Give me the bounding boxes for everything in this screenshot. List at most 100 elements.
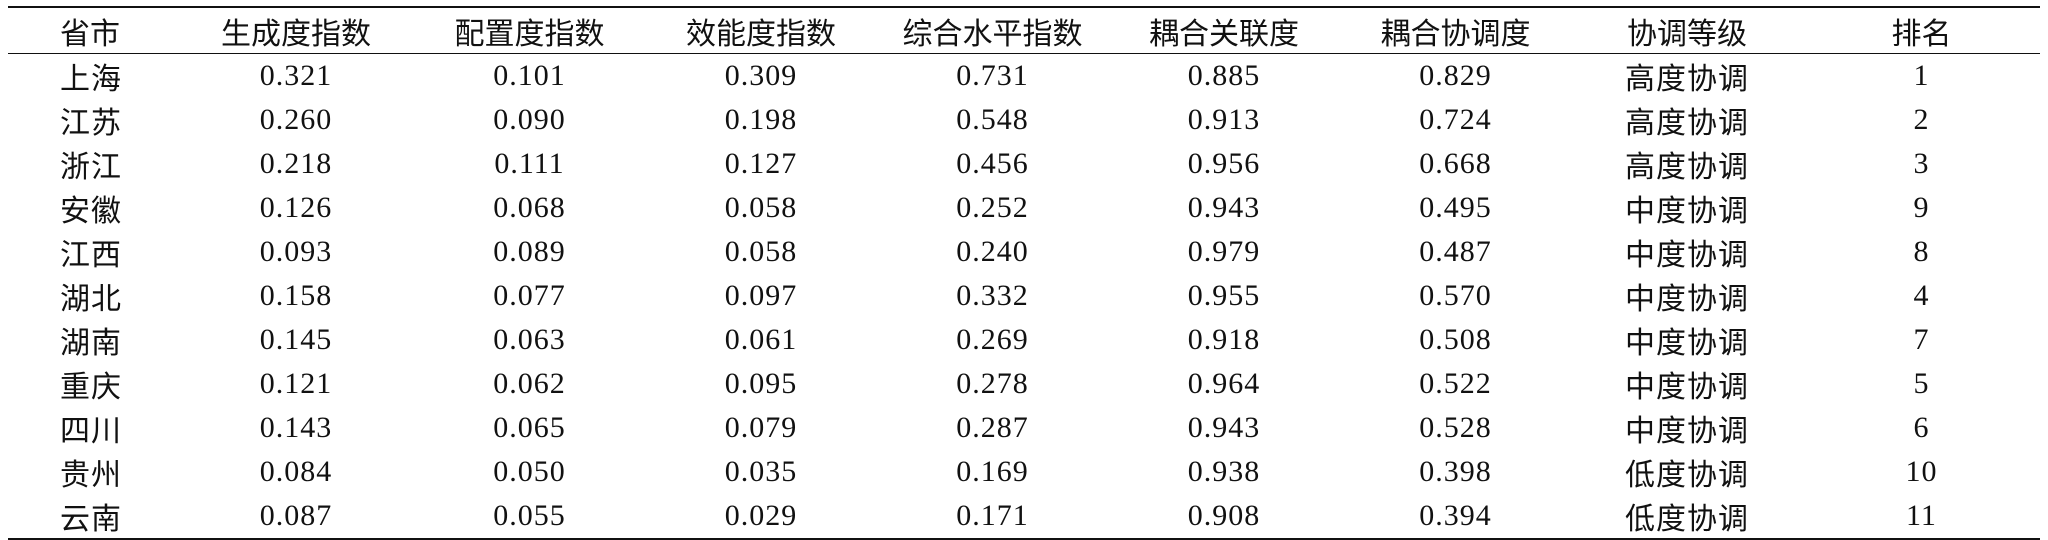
table-cell: 0.068 bbox=[493, 191, 566, 224]
table-cell: 0.169 bbox=[956, 455, 1029, 488]
table-cell: 0.101 bbox=[493, 59, 566, 92]
table-cell: 0.829 bbox=[1419, 59, 1492, 92]
table-cell: 0.111 bbox=[494, 147, 565, 180]
table-cell: 低度协调 bbox=[1625, 459, 1749, 492]
table-cell: 0.097 bbox=[724, 279, 798, 312]
table-cell: 0.252 bbox=[956, 191, 1029, 224]
table-cell: 0.084 bbox=[259, 455, 333, 488]
table-cell: 0.029 bbox=[645, 494, 877, 540]
table-cell: 0.731 bbox=[956, 59, 1029, 92]
table-cell: 0.522 bbox=[1419, 367, 1492, 400]
table-cell: 0.090 bbox=[493, 103, 566, 136]
table-cell: 0.171 bbox=[877, 494, 1108, 540]
table-cell: 0.278 bbox=[956, 367, 1029, 400]
table-cell: 0.956 bbox=[1187, 147, 1261, 180]
table-cell: 0.964 bbox=[1187, 367, 1261, 400]
table-cell: 0.089 bbox=[493, 235, 566, 268]
table-cell: 7 bbox=[1913, 323, 1930, 356]
table-cell: 0.062 bbox=[493, 367, 566, 400]
header-row: 省市 生成度指数 配置度指数 效能度指数 综合水平指数 耦合关联度 耦合协调度 协调等级 排名 bbox=[8, 6, 2040, 54]
table-cell: 1 bbox=[1913, 59, 1930, 92]
table-cell: 0.955 bbox=[1187, 279, 1261, 312]
table-cell: 0.093 bbox=[259, 235, 333, 268]
header-cell: 协调等级 bbox=[1571, 6, 1803, 54]
table-cell: 0.050 bbox=[493, 455, 566, 488]
table-cell: 四川 bbox=[60, 415, 122, 448]
header-cell: 生成度指数 bbox=[178, 6, 414, 54]
table-cell: 10 bbox=[1905, 455, 1938, 488]
table-cell: 上海 bbox=[60, 63, 122, 96]
table-cell: 0.885 bbox=[1187, 59, 1261, 92]
table-row: 上海 0.321 0.101 0.309 0.731 0.885 0.829 高度协调 1 bbox=[8, 54, 2040, 99]
table-cell: 9 bbox=[1913, 191, 1930, 224]
table-cell: 0.508 bbox=[1419, 323, 1492, 356]
header-cell: 耦合协调度 bbox=[1340, 6, 1571, 54]
page: {"table": { "header": ["省市", "生成度指数", "配… bbox=[8, 6, 2040, 540]
table-cell: 0.487 bbox=[1419, 235, 1492, 268]
table-cell: 湖北 bbox=[60, 283, 122, 316]
table-cell: 中度协调 bbox=[1625, 371, 1749, 404]
table-cell: 0.528 bbox=[1419, 411, 1492, 444]
table-cell: 0.079 bbox=[724, 411, 798, 444]
table-cell: 0.077 bbox=[493, 279, 566, 312]
table-cell: 0.398 bbox=[1419, 455, 1492, 488]
table-cell: 0.321 bbox=[259, 59, 333, 92]
table-cell: 0.055 bbox=[414, 494, 645, 540]
header-cell: 配置度指数 bbox=[414, 6, 645, 54]
table-cell: 0.908 bbox=[1108, 494, 1340, 540]
table-cell: 0.058 bbox=[724, 235, 798, 268]
table-row: 贵州 0.084 0.050 0.035 0.169 0.938 0.398 低度协调 10 bbox=[8, 450, 2040, 494]
table-cell: 0.495 bbox=[1419, 191, 1492, 224]
table-row: 安徽 0.126 0.068 0.058 0.252 0.943 0.495 中度协调 9 bbox=[8, 186, 2040, 230]
table-cell: 低度协调 bbox=[1571, 494, 1803, 540]
table-cell: 0.145 bbox=[259, 323, 333, 356]
table-cell: 安徽 bbox=[60, 195, 122, 228]
table-cell: 0.287 bbox=[956, 411, 1029, 444]
table-cell: 0.938 bbox=[1187, 455, 1261, 488]
table-cell: 0.126 bbox=[259, 191, 333, 224]
table-cell: 0.035 bbox=[724, 455, 798, 488]
table-cell: 0.058 bbox=[724, 191, 798, 224]
table-row: 重庆 0.121 0.062 0.095 0.278 0.964 0.522 中度协调 5 bbox=[8, 362, 2040, 406]
table-cell: 云南 bbox=[8, 494, 178, 540]
table-cell: 0.979 bbox=[1187, 235, 1261, 268]
table-cell: 0.570 bbox=[1419, 279, 1492, 312]
table-cell: 0.218 bbox=[259, 147, 333, 180]
table-cell: 0.095 bbox=[724, 367, 798, 400]
table-row: 四川 0.143 0.065 0.079 0.287 0.943 0.528 中度协调 6 bbox=[8, 406, 2040, 450]
table: 省市 生成度指数 配置度指数 效能度指数 综合水平指数 耦合关联度 耦合协调度 协调等级 排名 … bbox=[8, 6, 2040, 540]
table-cell: 0.143 bbox=[259, 411, 333, 444]
table-cell: 0.724 bbox=[1419, 103, 1492, 136]
table-cell: 0.668 bbox=[1419, 147, 1492, 180]
table-cell: 中度协调 bbox=[1625, 415, 1749, 448]
header-cell: 效能度指数 bbox=[645, 6, 877, 54]
table-cell: 8 bbox=[1913, 235, 1930, 268]
table-cell: 0.943 bbox=[1187, 191, 1261, 224]
table-cell: 0.061 bbox=[724, 323, 798, 356]
table-cell: 0.240 bbox=[956, 235, 1029, 268]
table-cell: 0.158 bbox=[259, 279, 333, 312]
table-cell: 中度协调 bbox=[1625, 195, 1749, 228]
table-cell: 6 bbox=[1913, 411, 1930, 444]
table-cell: 5 bbox=[1913, 367, 1930, 400]
table-cell: 0.548 bbox=[956, 103, 1029, 136]
table-cell: 江西 bbox=[60, 239, 122, 272]
header-cell: 综合水平指数 bbox=[877, 6, 1108, 54]
table-cell: 中度协调 bbox=[1625, 327, 1749, 360]
table-cell: 0.065 bbox=[493, 411, 566, 444]
table-row: 湖北 0.158 0.077 0.097 0.332 0.955 0.570 中度协调 4 bbox=[8, 274, 2040, 318]
table-cell: 高度协调 bbox=[1625, 151, 1749, 184]
table-cell: 中度协调 bbox=[1625, 239, 1749, 272]
table-cell: 0.456 bbox=[956, 147, 1029, 180]
table-row: 湖南 0.145 0.063 0.061 0.269 0.918 0.508 中度协调 7 bbox=[8, 318, 2040, 362]
table-cell: 浙江 bbox=[60, 151, 122, 184]
table-container: 省市 生成度指数 配置度指数 效能度指数 综合水平指数 耦合关联度 耦合协调度 协调等级 排名 … bbox=[8, 6, 2040, 540]
table-cell: 贵州 bbox=[60, 459, 122, 492]
table-cell: 江苏 bbox=[60, 107, 122, 140]
table-cell: 3 bbox=[1913, 147, 1930, 180]
table-row: 江苏 0.260 0.090 0.198 0.548 0.913 0.724 高度协调 2 bbox=[8, 98, 2040, 142]
table-cell: 0.943 bbox=[1187, 411, 1261, 444]
table-cell: 0.127 bbox=[724, 147, 798, 180]
table-body: 上海 0.321 0.101 0.309 0.731 0.885 0.829 高度协调 1 江苏 0… bbox=[8, 54, 2040, 540]
table-cell: 0.198 bbox=[724, 103, 798, 136]
